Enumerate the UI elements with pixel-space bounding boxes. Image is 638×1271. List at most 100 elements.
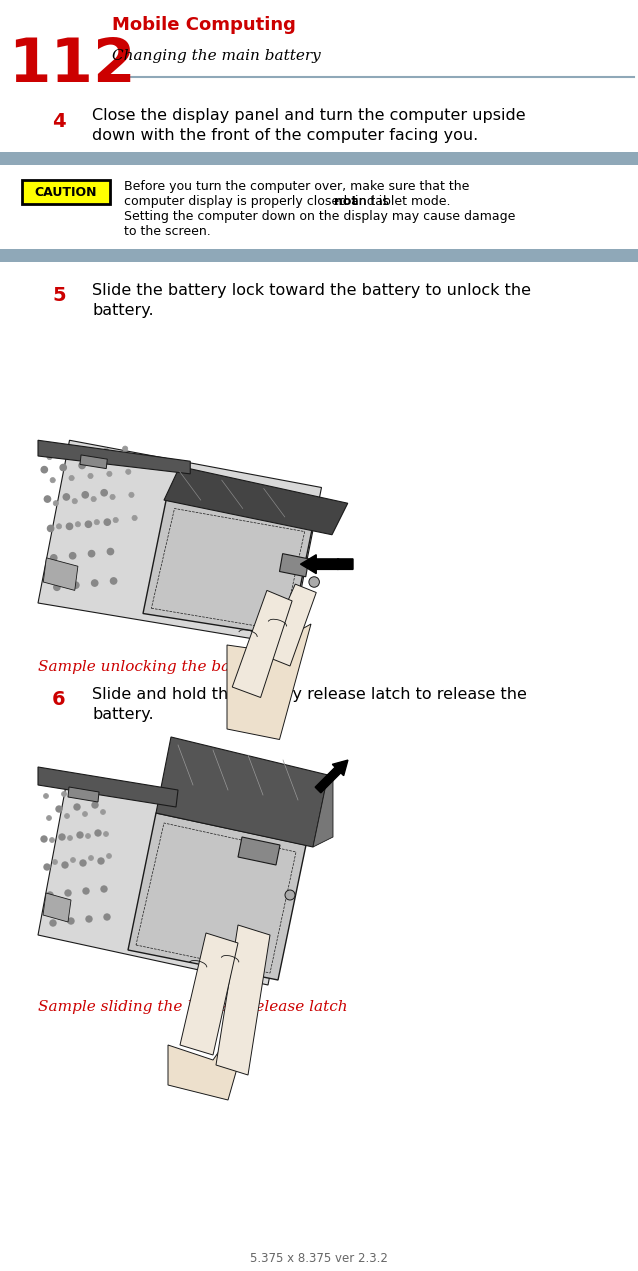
Circle shape bbox=[50, 920, 56, 927]
Circle shape bbox=[85, 450, 90, 455]
Text: Slide and hold the battery release latch to release the: Slide and hold the battery release latch… bbox=[92, 688, 527, 702]
Circle shape bbox=[103, 831, 108, 836]
Circle shape bbox=[80, 789, 84, 794]
Text: not: not bbox=[334, 194, 357, 208]
Circle shape bbox=[101, 886, 107, 892]
Text: 5.375 x 8.375 ver 2.3.2: 5.375 x 8.375 ver 2.3.2 bbox=[250, 1252, 388, 1265]
Text: Before you turn the computer over, make sure that the: Before you turn the computer over, make … bbox=[124, 180, 470, 193]
Circle shape bbox=[47, 892, 53, 899]
Circle shape bbox=[104, 914, 110, 920]
Circle shape bbox=[71, 858, 75, 863]
Circle shape bbox=[80, 860, 86, 866]
Circle shape bbox=[61, 792, 66, 797]
Circle shape bbox=[66, 524, 73, 530]
Circle shape bbox=[98, 788, 103, 793]
Circle shape bbox=[83, 888, 89, 894]
Circle shape bbox=[69, 475, 74, 480]
Circle shape bbox=[103, 449, 109, 454]
Circle shape bbox=[77, 833, 83, 838]
Circle shape bbox=[59, 834, 65, 840]
Circle shape bbox=[50, 838, 54, 843]
Circle shape bbox=[54, 585, 60, 591]
Circle shape bbox=[94, 520, 100, 525]
Polygon shape bbox=[238, 838, 280, 866]
Polygon shape bbox=[128, 813, 306, 980]
Circle shape bbox=[44, 864, 50, 871]
Polygon shape bbox=[38, 440, 322, 644]
Text: Changing the main battery: Changing the main battery bbox=[112, 50, 321, 64]
Circle shape bbox=[85, 834, 91, 839]
Text: 112: 112 bbox=[8, 36, 136, 94]
Circle shape bbox=[95, 830, 101, 836]
Circle shape bbox=[85, 521, 91, 527]
Circle shape bbox=[72, 498, 77, 503]
Circle shape bbox=[64, 813, 70, 819]
Circle shape bbox=[126, 469, 131, 474]
Circle shape bbox=[91, 497, 96, 502]
Circle shape bbox=[53, 501, 59, 506]
Text: Slide the battery lock toward the battery to unlock the: Slide the battery lock toward the batter… bbox=[92, 283, 531, 297]
Circle shape bbox=[98, 460, 104, 466]
Circle shape bbox=[132, 515, 137, 521]
Polygon shape bbox=[279, 554, 309, 577]
Circle shape bbox=[50, 554, 57, 561]
Text: battery.: battery. bbox=[92, 302, 154, 318]
Circle shape bbox=[41, 836, 47, 841]
Circle shape bbox=[56, 524, 62, 529]
Circle shape bbox=[110, 578, 117, 585]
Circle shape bbox=[75, 521, 80, 527]
Circle shape bbox=[68, 918, 74, 924]
Circle shape bbox=[104, 519, 110, 525]
Circle shape bbox=[79, 463, 85, 469]
Circle shape bbox=[43, 793, 48, 798]
Polygon shape bbox=[216, 925, 270, 1075]
Circle shape bbox=[129, 492, 134, 497]
Polygon shape bbox=[43, 894, 71, 921]
Text: down with the front of the computer facing you.: down with the front of the computer faci… bbox=[92, 128, 478, 144]
Text: 5: 5 bbox=[52, 286, 66, 305]
Text: 6: 6 bbox=[52, 690, 66, 709]
Text: battery.: battery. bbox=[92, 707, 154, 722]
Circle shape bbox=[101, 810, 105, 815]
FancyArrow shape bbox=[300, 554, 353, 573]
Circle shape bbox=[89, 855, 94, 860]
Circle shape bbox=[47, 455, 52, 460]
Circle shape bbox=[309, 577, 320, 587]
Circle shape bbox=[47, 816, 52, 821]
Text: Sample unlocking the battery: Sample unlocking the battery bbox=[38, 660, 267, 674]
Circle shape bbox=[101, 489, 107, 496]
Polygon shape bbox=[263, 585, 316, 666]
Circle shape bbox=[62, 862, 68, 868]
Circle shape bbox=[73, 582, 79, 588]
Circle shape bbox=[65, 890, 71, 896]
Text: CAUTION: CAUTION bbox=[34, 186, 97, 198]
Circle shape bbox=[122, 446, 128, 451]
Circle shape bbox=[98, 858, 104, 864]
Polygon shape bbox=[38, 440, 190, 474]
Circle shape bbox=[88, 473, 93, 479]
Circle shape bbox=[44, 496, 50, 502]
Polygon shape bbox=[38, 766, 178, 807]
Text: in tablet mode.: in tablet mode. bbox=[352, 194, 450, 208]
Circle shape bbox=[86, 916, 92, 921]
Text: computer display is properly closed and is: computer display is properly closed and … bbox=[124, 194, 393, 208]
Text: to the screen.: to the screen. bbox=[124, 225, 211, 238]
Circle shape bbox=[52, 859, 57, 864]
Circle shape bbox=[56, 806, 62, 812]
Circle shape bbox=[41, 466, 47, 473]
Polygon shape bbox=[180, 933, 238, 1055]
Polygon shape bbox=[156, 737, 328, 846]
Circle shape bbox=[68, 835, 73, 840]
FancyBboxPatch shape bbox=[0, 249, 638, 262]
Polygon shape bbox=[68, 787, 99, 802]
Polygon shape bbox=[43, 558, 78, 591]
Circle shape bbox=[281, 825, 291, 835]
Polygon shape bbox=[232, 591, 292, 698]
Text: Sample sliding the battery release latch: Sample sliding the battery release latch bbox=[38, 1000, 348, 1014]
Circle shape bbox=[113, 517, 118, 522]
Circle shape bbox=[82, 492, 89, 498]
Circle shape bbox=[70, 553, 76, 559]
Polygon shape bbox=[80, 455, 107, 469]
Text: Mobile Computing: Mobile Computing bbox=[112, 17, 296, 34]
Text: Setting the computer down on the display may cause damage: Setting the computer down on the display… bbox=[124, 210, 516, 222]
